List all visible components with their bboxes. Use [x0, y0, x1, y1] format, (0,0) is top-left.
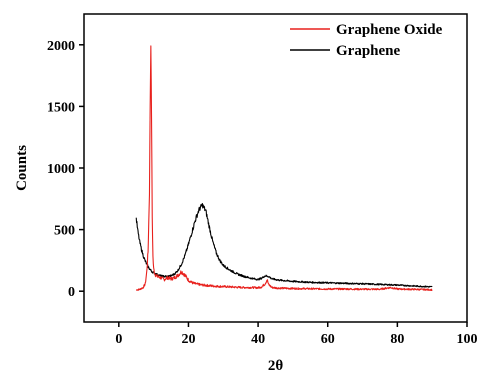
x-tick-label: 20 — [181, 332, 195, 347]
legend-label-graphene: Graphene — [336, 43, 401, 59]
y-tick-label: 2000 — [47, 39, 75, 54]
y-tick-label: 500 — [54, 224, 75, 239]
legend-label-graphene-oxide: Graphene Oxide — [336, 22, 443, 38]
plot-area-border — [83, 13, 468, 323]
y-tick-label: 1000 — [47, 162, 75, 177]
x-tick-label: 60 — [321, 332, 335, 347]
series-line-graphene — [135, 202, 433, 288]
series-line-graphene-oxide — [136, 45, 433, 291]
plot-frame — [83, 13, 468, 323]
y-axis-label: Counts — [14, 145, 30, 191]
series-layer — [135, 45, 433, 291]
x-axis-label: 2θ — [268, 358, 284, 373]
x-tick-label: 100 — [457, 332, 478, 347]
x-tick-label: 80 — [390, 332, 404, 347]
x-tick-label: 40 — [251, 332, 265, 347]
y-tick-label: 0 — [68, 285, 75, 300]
x-tick-label: 0 — [115, 332, 122, 347]
legend: Graphene Oxide Graphene — [290, 22, 443, 59]
y-tick-label: 1500 — [47, 100, 75, 115]
